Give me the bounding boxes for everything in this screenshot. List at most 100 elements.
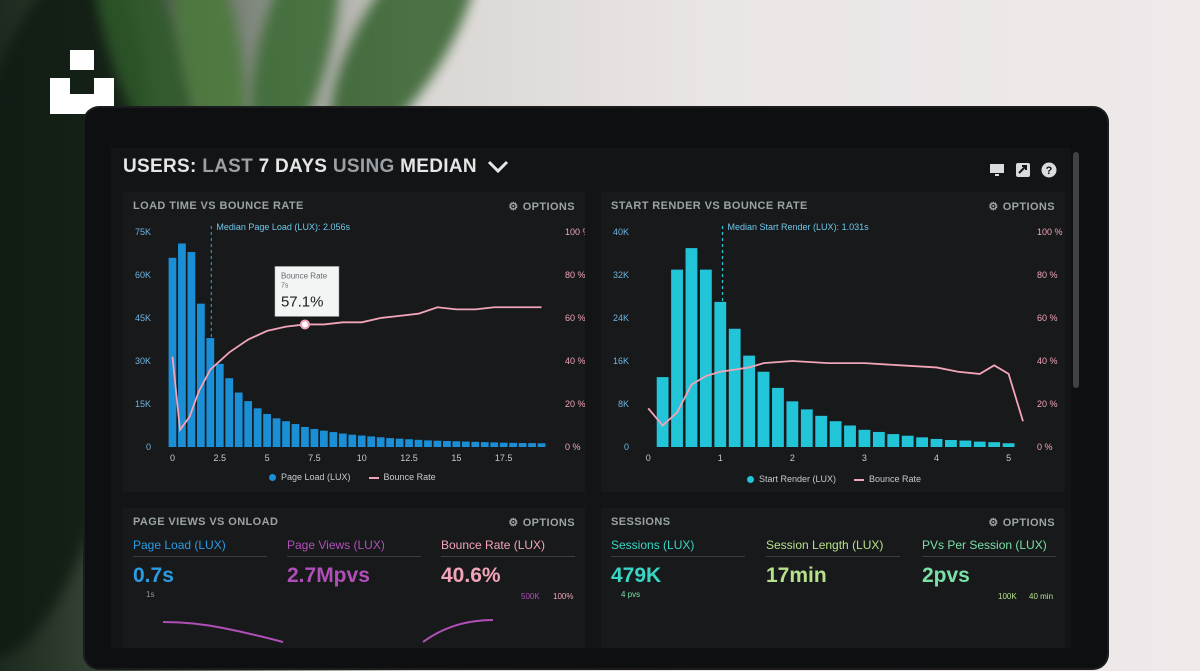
bar bbox=[338, 433, 347, 447]
gear-icon: ⚙ bbox=[508, 201, 519, 213]
bar bbox=[815, 415, 828, 447]
bar bbox=[168, 257, 177, 447]
y-tick-label: 0 bbox=[624, 442, 629, 452]
bar bbox=[348, 434, 357, 447]
x-tick-label: 2.5 bbox=[214, 453, 227, 463]
bar bbox=[424, 440, 432, 447]
bar bbox=[528, 443, 536, 447]
y2-tick-label: 20 % bbox=[1037, 399, 1058, 409]
options-button[interactable]: ⚙ OPTIONS bbox=[508, 516, 575, 530]
bar bbox=[263, 414, 271, 447]
bar bbox=[480, 442, 489, 447]
metric-page-load[interactable]: Page Load (LUX) 0.7s bbox=[133, 538, 267, 588]
bar bbox=[234, 392, 243, 447]
y-tick-label: 40K bbox=[613, 227, 629, 237]
page-title[interactable]: USERS: LAST 7 DAYS USING MEDIAN bbox=[123, 156, 509, 184]
load-time-panel: LOAD TIME VS BOUNCE RATE ⚙ OPTIONS 75K 60K… bbox=[123, 192, 585, 492]
metric-value: 2.7Mpvs bbox=[287, 564, 370, 587]
bar bbox=[329, 432, 338, 447]
panel-title: LOAD TIME VS BOUNCE RATE bbox=[133, 200, 304, 212]
legend-label: Bounce Rate bbox=[383, 472, 436, 482]
bar bbox=[178, 243, 186, 447]
bar bbox=[490, 442, 499, 447]
bar bbox=[206, 338, 215, 447]
help-icon[interactable]: ? bbox=[1041, 162, 1057, 178]
axis-label: 100% bbox=[553, 592, 574, 601]
y-tick-label: 0 bbox=[146, 442, 151, 452]
legend-dot bbox=[747, 476, 754, 484]
y-tick-label: 8K bbox=[618, 399, 629, 409]
y-tick-label: 75K bbox=[135, 227, 151, 237]
x-tick-label: 1 bbox=[718, 453, 723, 463]
page-views-panel: PAGE VIEWS VS ONLOAD ⚙ OPTIONS Page Load … bbox=[123, 508, 585, 648]
share-icon[interactable] bbox=[1015, 162, 1031, 178]
options-button[interactable]: ⚙ OPTIONS bbox=[988, 516, 1055, 530]
header-word: 7 DAYS bbox=[258, 156, 328, 177]
x-tick-label: 5 bbox=[1006, 453, 1011, 463]
load-time-chart: 75K 60K 45K 30K 15K 0 100 % 80 % 60 % 40 % 20 % 0 %… bbox=[135, 222, 585, 463]
x-tick-label: 0 bbox=[646, 453, 651, 463]
x-tick-label: 7.5 bbox=[308, 453, 321, 463]
tooltip-label: Bounce Rate bbox=[281, 271, 328, 280]
options-button[interactable]: ⚙ OPTIONS bbox=[988, 200, 1055, 214]
y-tick-label: 45K bbox=[135, 313, 151, 323]
axis-label: 100K bbox=[998, 592, 1017, 601]
gear-icon: ⚙ bbox=[988, 201, 999, 213]
bar bbox=[499, 442, 508, 447]
bar bbox=[518, 442, 527, 447]
bar bbox=[196, 303, 205, 447]
chevron-down-icon[interactable] bbox=[487, 160, 509, 174]
x-tick-label: 5 bbox=[265, 453, 270, 463]
metric-page-views[interactable]: Page Views (LUX) 2.7Mpvs bbox=[287, 538, 421, 588]
tooltip-value: 57.1% bbox=[281, 293, 324, 310]
bar bbox=[443, 440, 451, 447]
bar bbox=[414, 439, 423, 447]
legend-item[interactable]: Start Render (LUX) bbox=[747, 474, 836, 484]
y2-tick-label: 0 % bbox=[565, 442, 581, 452]
scrollbar[interactable] bbox=[1073, 152, 1079, 388]
metric-pvs-per-session[interactable]: PVs Per Session (LUX) 2pvs bbox=[922, 538, 1056, 588]
start-render-panel: START RENDER VS BOUNCE RATE ⚙ OPTIONS 40K… bbox=[601, 192, 1065, 492]
bar bbox=[858, 429, 871, 447]
bounce-rate-line bbox=[171, 306, 542, 433]
metric-session-length[interactable]: Session Length (LUX) 17min bbox=[766, 538, 900, 588]
legend-line bbox=[368, 476, 379, 479]
bar bbox=[282, 421, 290, 447]
bar bbox=[959, 440, 972, 447]
legend-item[interactable]: Page Load (LUX) bbox=[269, 472, 351, 482]
x-tick-label: 10 bbox=[357, 453, 367, 463]
monitor-icon[interactable] bbox=[989, 162, 1005, 178]
bar bbox=[509, 442, 518, 447]
y2-tick-label: 80 % bbox=[565, 270, 585, 280]
bar bbox=[471, 441, 480, 447]
metric-label: Sessions (LUX) bbox=[611, 538, 745, 557]
bar bbox=[786, 401, 799, 447]
y2-tick-label: 40 % bbox=[1037, 356, 1058, 366]
options-button[interactable]: ⚙ OPTIONS bbox=[508, 200, 575, 214]
logo-icon[interactable] bbox=[50, 50, 114, 114]
options-label: OPTIONS bbox=[522, 200, 575, 213]
x-tick-label: 12.5 bbox=[400, 453, 418, 463]
bar bbox=[844, 425, 856, 447]
axis-label: 500K bbox=[521, 592, 540, 601]
y2-tick-label: 0 % bbox=[1037, 442, 1053, 452]
bar bbox=[537, 443, 546, 447]
bounce-rate-line bbox=[647, 360, 1024, 427]
bounce-rate-line bbox=[422, 619, 494, 643]
metric-sessions[interactable]: Sessions (LUX) 479K bbox=[611, 538, 745, 588]
bar bbox=[310, 428, 319, 447]
legend-item[interactable]: Bounce Rate bbox=[368, 472, 436, 482]
axis-label: 4 pvs bbox=[621, 590, 641, 599]
dashboard-screen: USERS: LAST 7 DAYS USING MEDIAN ? LOAD T… bbox=[111, 148, 1071, 648]
x-tick-label: 2 bbox=[790, 453, 795, 463]
metric-value: 2pvs bbox=[922, 564, 970, 587]
panel-title: SESSIONS bbox=[611, 516, 671, 528]
legend-item[interactable]: Bounce Rate bbox=[854, 474, 921, 484]
header-word: MEDIAN bbox=[400, 156, 477, 177]
y2-tick-label: 60 % bbox=[1037, 313, 1058, 323]
bar bbox=[225, 378, 234, 447]
bar bbox=[433, 440, 442, 447]
legend-dot bbox=[269, 474, 276, 482]
metric-bounce-rate[interactable]: Bounce Rate (LUX) 40.6% bbox=[441, 538, 575, 588]
y-tick-label: 24K bbox=[613, 313, 629, 323]
